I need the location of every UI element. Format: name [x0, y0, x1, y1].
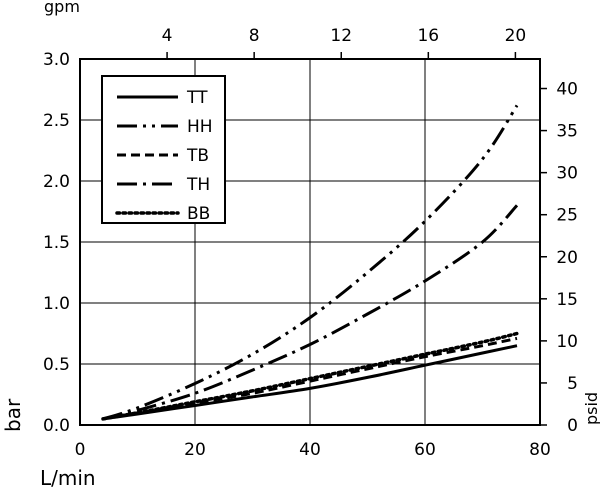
legend-label-hh: HH — [187, 117, 213, 137]
series-line-bb — [101, 331, 519, 421]
legend-box — [101, 75, 226, 224]
series-line-th — [102, 204, 519, 421]
x-bottom-tick: 0 — [75, 440, 86, 460]
y-left-tick: 3.0 — [43, 50, 70, 70]
y-right-tick: 10 — [556, 332, 578, 352]
tick-labels: 0 20 40 60 80 0.0 0.5 1.0 1.5 2.0 2.5 3.0 4 8 12 16 20 0 5… — [43, 26, 578, 460]
legend-label-tb: TB — [186, 146, 209, 166]
y-right-tick: 25 — [556, 206, 578, 226]
y-left-tick: 2.0 — [43, 172, 70, 192]
legend-label-th: TH — [186, 175, 210, 195]
x-bottom-tick: 40 — [299, 440, 321, 460]
legend-label-tt: TT — [186, 88, 208, 108]
series-line-tt — [102, 344, 518, 421]
y-right-tick: 20 — [556, 248, 578, 268]
series-lines — [101, 104, 519, 421]
legend-label-bb: BB — [187, 204, 210, 224]
x-top-title: gpm — [44, 0, 80, 16]
x-top-tick: 16 — [417, 26, 439, 46]
y-left-tick: 1.5 — [43, 233, 70, 253]
y-left-title: bar — [1, 398, 25, 432]
y-right-tick: 5 — [567, 374, 578, 394]
x-bottom-title: L/min — [40, 466, 96, 490]
y-right-tick: 35 — [556, 122, 578, 142]
y-left-tick: 1.0 — [43, 294, 70, 314]
y-left-tick: 2.5 — [43, 111, 70, 131]
x-bottom-tick: 60 — [414, 440, 436, 460]
x-top-tick: 8 — [249, 26, 260, 46]
x-bottom-tick: 80 — [529, 440, 551, 460]
legend: TT HH TB TH BB — [101, 75, 226, 224]
x-top-tick: 20 — [505, 26, 527, 46]
x-bottom-tick: 20 — [184, 440, 206, 460]
y-left-tick: 0.0 — [43, 416, 70, 436]
y-right-tick: 30 — [556, 164, 578, 184]
x-top-tick: 12 — [330, 26, 352, 46]
y-left-tick: 0.5 — [43, 355, 70, 375]
x-top-tick: 4 — [162, 26, 173, 46]
plot-frame — [79, 58, 541, 426]
series-line-hh — [102, 104, 519, 421]
y-right-tick: 40 — [556, 80, 578, 100]
y-right-title: psid — [582, 392, 600, 425]
y-right-tick: 15 — [556, 290, 578, 310]
y-right-tick: 0 — [567, 416, 578, 436]
